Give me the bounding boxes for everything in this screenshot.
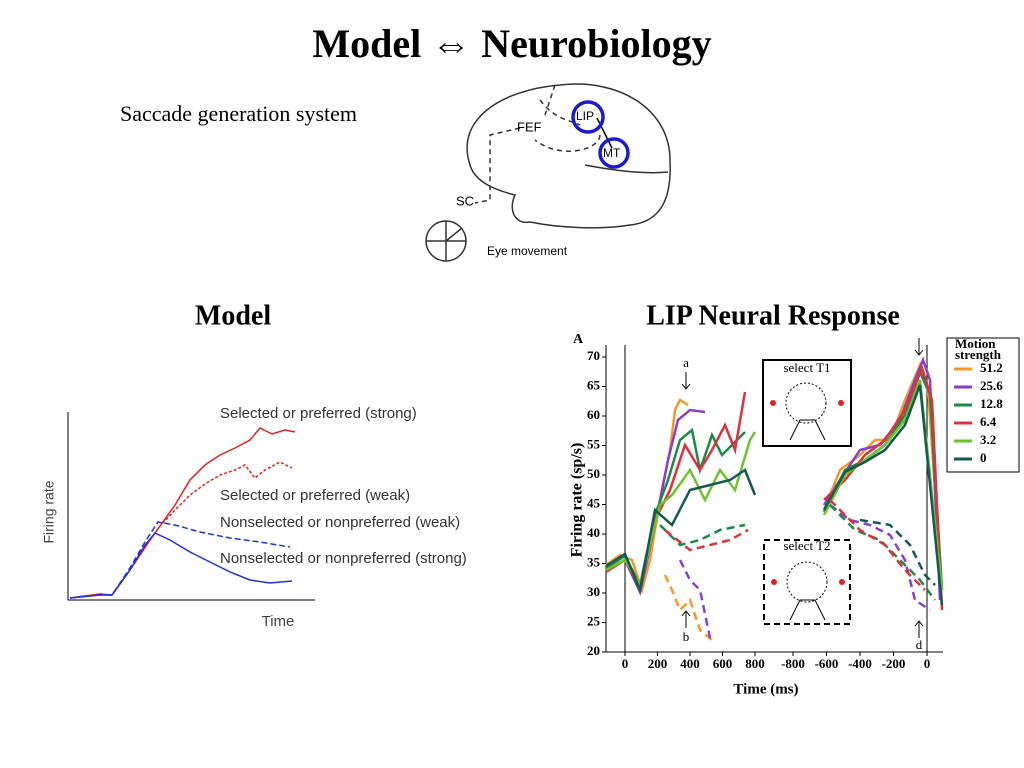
legend-label: 0 [980, 450, 987, 465]
curve-label: Nonselected or nonpreferred (weak) [220, 514, 460, 531]
target-dot [770, 400, 776, 406]
y-tick-label: 25 [587, 613, 601, 628]
x-tick-label: -400 [848, 656, 872, 671]
legend-label: 6.4 [980, 414, 997, 429]
y-tick-label: 20 [587, 643, 600, 658]
curve-label: Selected or preferred (weak) [220, 487, 410, 504]
y-tick-label: 40 [587, 525, 600, 540]
brain-caption: Saccade generation system [120, 101, 357, 126]
brain-eye-label: Eye movement [487, 244, 568, 258]
x-tick-label: 800 [745, 656, 765, 671]
arrow-label: b [683, 629, 690, 644]
model-axes [67, 412, 315, 601]
inset-label: select T1 [783, 360, 830, 375]
y-tick-label: 65 [587, 377, 601, 392]
inset-label: select T2 [783, 538, 830, 553]
axis-label: Time [262, 613, 295, 630]
arrow [681, 338, 924, 638]
curve-label: Selected or preferred (strong) [220, 405, 417, 422]
x-tick-label: 0 [924, 656, 931, 671]
brain-label: SC [456, 193, 474, 208]
target-dot [771, 579, 777, 585]
arrow-label: a [683, 355, 689, 370]
panel-letter: A [573, 332, 584, 347]
x-tick-label: 200 [648, 656, 668, 671]
legend: 51.2 25.6 12.8 6.4 3.2 0 [954, 360, 1003, 465]
brain-label: MT [603, 146, 621, 160]
legend-label: 25.6 [980, 378, 1003, 393]
inset [762, 359, 852, 625]
x-tick-label: 400 [680, 656, 700, 671]
lip-curves [605, 356, 944, 641]
brain-label: FEF [517, 119, 542, 134]
x-tick-label: -800 [781, 656, 805, 671]
curve-label: Nonselected or nonpreferred (strong) [220, 550, 467, 567]
brain-diagram [425, 83, 671, 262]
axis-label: Firing rate [41, 480, 57, 543]
y-tick-label: 60 [587, 407, 600, 422]
y-tick-label: 35 [587, 554, 601, 569]
x-tick-label: -200 [882, 656, 906, 671]
arrow-label: d [916, 637, 923, 652]
axis-label: Time (ms) [733, 681, 798, 697]
model-curves [69, 427, 296, 599]
legend-label: 12.8 [980, 396, 1003, 411]
y-tick-label: 45 [587, 495, 601, 510]
x-tick-label: 0 [622, 656, 629, 671]
x-tick-label: 600 [713, 656, 733, 671]
panel-heading: LIP Neural Response [646, 300, 900, 331]
legend-title: Motion strength [955, 336, 1001, 362]
slide-title: Model ⇔ Neurobiology [312, 21, 711, 66]
legend-label: 51.2 [980, 360, 1003, 375]
lip-axes [605, 345, 943, 653]
y-tick-label: 70 [587, 348, 600, 363]
axis-label: Firing rate (sp/s) [569, 443, 586, 558]
x-tick-label: -600 [815, 656, 839, 671]
target-dot [838, 400, 844, 406]
legend-label: 3.2 [980, 432, 996, 447]
y-tick-label: 30 [587, 584, 600, 599]
target-dot [839, 579, 845, 585]
y-tick-label: 50 [587, 466, 600, 481]
y-tick-label: 55 [587, 436, 601, 451]
panel-heading: Model [195, 300, 271, 331]
brain-label: LIP [576, 109, 594, 123]
